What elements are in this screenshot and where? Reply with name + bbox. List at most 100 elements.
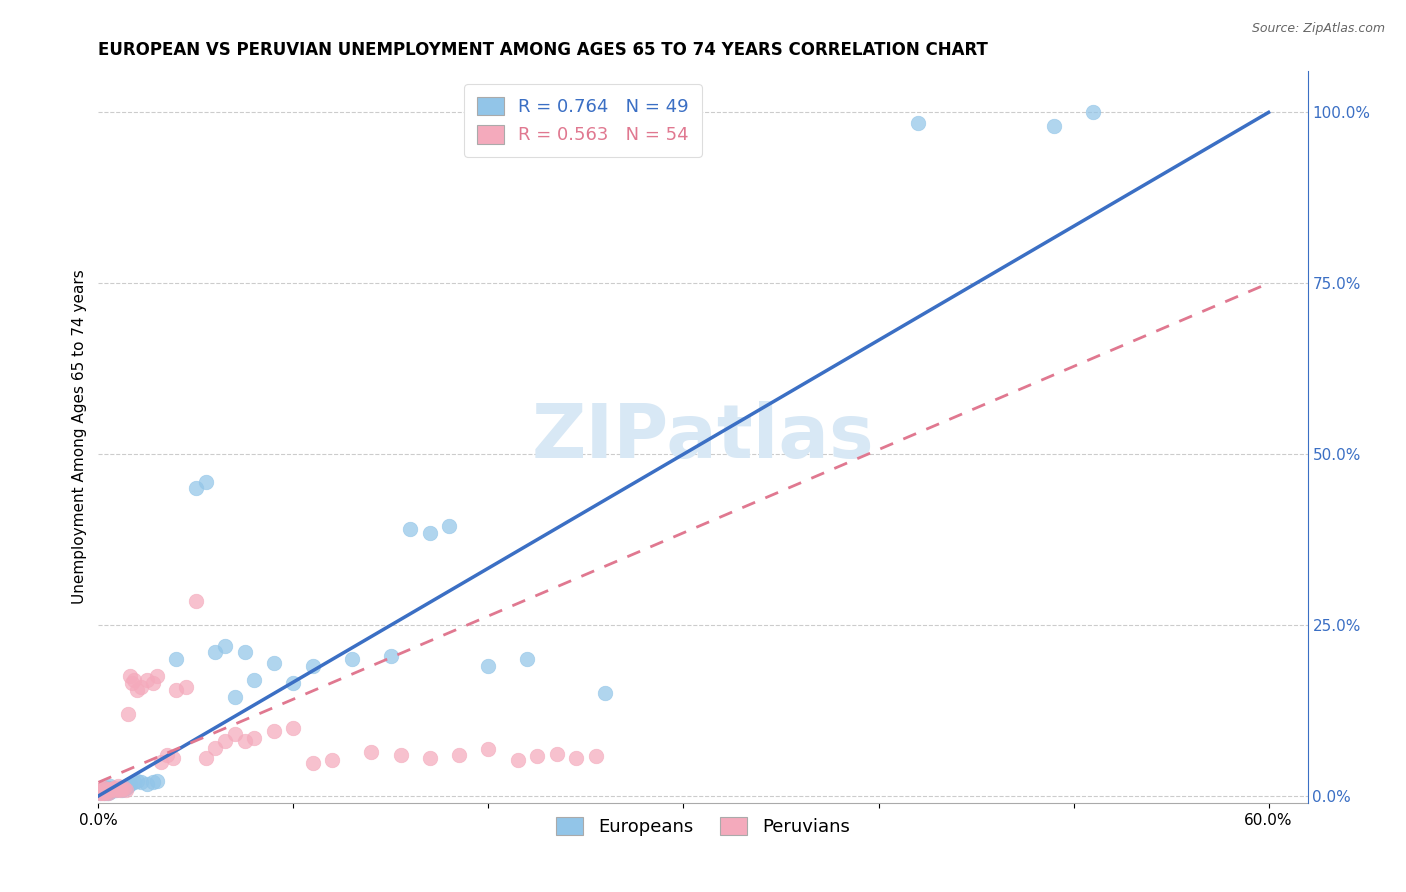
Point — [380, 648, 402, 663]
Point — [204, 645, 226, 659]
Point — [96, 782, 118, 797]
Point — [302, 659, 325, 673]
Point — [184, 481, 207, 495]
Point — [1081, 105, 1104, 120]
Point — [340, 652, 363, 666]
Point — [233, 645, 256, 659]
Point — [118, 669, 141, 683]
Point — [91, 782, 114, 797]
Point — [131, 680, 153, 694]
Point — [98, 779, 121, 793]
Point — [108, 780, 131, 795]
Point — [103, 782, 125, 797]
Point — [89, 783, 111, 797]
Point — [142, 676, 165, 690]
Point — [516, 652, 538, 666]
Point — [439, 519, 461, 533]
Point — [243, 673, 266, 687]
Point — [118, 777, 141, 791]
Point — [89, 786, 111, 800]
Point — [506, 753, 529, 767]
Point — [194, 751, 217, 765]
Point — [136, 777, 159, 791]
Point — [111, 782, 134, 797]
Point — [112, 782, 135, 797]
Point — [114, 780, 136, 795]
Point — [117, 779, 139, 793]
Point — [449, 747, 471, 762]
Point — [98, 785, 121, 799]
Point — [114, 783, 136, 797]
Point — [136, 673, 159, 687]
Point — [131, 775, 153, 789]
Point — [146, 669, 169, 683]
Text: EUROPEAN VS PERUVIAN UNEMPLOYMENT AMONG AGES 65 TO 74 YEARS CORRELATION CHART: EUROPEAN VS PERUVIAN UNEMPLOYMENT AMONG … — [98, 41, 988, 59]
Point — [89, 786, 111, 800]
Point — [97, 782, 120, 797]
Point — [156, 747, 179, 762]
Point — [283, 676, 305, 690]
Point — [101, 782, 124, 797]
Point — [91, 782, 114, 797]
Point — [184, 594, 207, 608]
Point — [104, 783, 127, 797]
Point — [419, 525, 441, 540]
Point — [97, 786, 120, 800]
Point — [93, 786, 115, 800]
Point — [526, 749, 548, 764]
Point — [91, 786, 114, 800]
Point — [104, 783, 127, 797]
Point — [111, 783, 134, 797]
Point — [97, 780, 120, 795]
Point — [98, 783, 121, 797]
Point — [162, 751, 184, 765]
Point — [321, 753, 343, 767]
Point — [907, 115, 929, 129]
Point — [149, 755, 172, 769]
Point — [103, 780, 125, 795]
Point — [96, 786, 118, 800]
Point — [283, 721, 305, 735]
Point — [146, 773, 169, 788]
Point — [419, 751, 441, 765]
Point — [107, 782, 129, 797]
Point — [165, 683, 187, 698]
Point — [96, 785, 118, 799]
Point — [93, 786, 115, 800]
Text: Source: ZipAtlas.com: Source: ZipAtlas.com — [1251, 22, 1385, 36]
Point — [117, 706, 139, 721]
Point — [122, 775, 145, 789]
Point — [477, 659, 499, 673]
Point — [108, 783, 131, 797]
Point — [224, 727, 246, 741]
Point — [127, 683, 149, 698]
Point — [546, 747, 568, 761]
Point — [565, 751, 588, 765]
Point — [194, 475, 217, 489]
Point — [233, 734, 256, 748]
Point — [93, 783, 115, 797]
Point — [360, 745, 382, 759]
Point — [595, 686, 617, 700]
Point — [122, 673, 145, 687]
Point — [214, 734, 236, 748]
Point — [112, 780, 135, 795]
Point — [389, 747, 412, 762]
Point — [121, 676, 143, 690]
Point — [399, 522, 422, 536]
Y-axis label: Unemployment Among Ages 65 to 74 years: Unemployment Among Ages 65 to 74 years — [72, 269, 87, 605]
Point — [127, 773, 149, 788]
Point — [243, 731, 266, 745]
Point — [477, 742, 499, 756]
Point — [91, 785, 114, 799]
Point — [107, 779, 129, 793]
Point — [214, 639, 236, 653]
Point — [93, 780, 115, 795]
Point — [263, 656, 285, 670]
Point — [174, 680, 197, 694]
Legend: Europeans, Peruvians: Europeans, Peruvians — [544, 804, 862, 848]
Point — [97, 786, 120, 800]
Point — [585, 749, 607, 764]
Point — [204, 741, 226, 756]
Point — [165, 652, 187, 666]
